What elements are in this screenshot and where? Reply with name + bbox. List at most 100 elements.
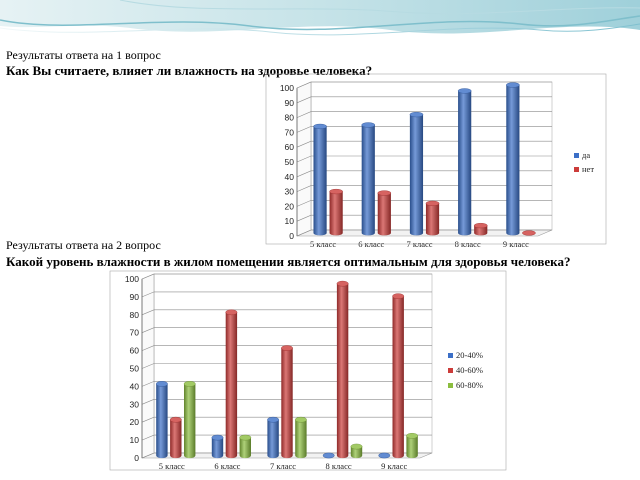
chart2-bar-2-1 <box>169 416 182 459</box>
chart1-bar-body <box>474 225 488 236</box>
chart1-bar-cap <box>522 230 536 236</box>
chart2-bar-body <box>225 312 238 459</box>
chart1-y-tick-label: 70 <box>285 127 295 137</box>
chart2-bar-body <box>281 348 293 459</box>
chart2-bar-body <box>184 383 196 459</box>
chart1-legend-swatch <box>574 153 579 158</box>
chart1-y-tick-label: 30 <box>285 187 295 197</box>
chart2-bar-3-1 <box>183 381 196 459</box>
chart2-y-tick-label: 30 <box>130 399 140 409</box>
chart1-bar-2-4 <box>473 223 488 236</box>
chart2-bar-2-5 <box>392 293 405 459</box>
chart1-y-tick-label: 0 <box>289 231 294 241</box>
chart2-bar-1-2 <box>211 434 224 459</box>
chart2-bar-body <box>336 283 349 459</box>
chart2-bar-cap <box>322 452 335 459</box>
chart2-x-tick-label: 5 класс <box>159 461 185 471</box>
chart2-legend-label: 40-60% <box>456 365 483 375</box>
chart1-gridline <box>296 155 552 163</box>
chart1-gridline <box>296 214 552 222</box>
chart2-y-tick-label: 40 <box>130 381 140 391</box>
chart1-bar-cap <box>377 190 392 196</box>
chart1-bar-body <box>377 193 391 236</box>
chart2-bar-cap <box>295 416 307 423</box>
chart1-legend-label: нет <box>582 164 594 174</box>
chart1-bar-2-5 <box>522 230 536 236</box>
chart1-bar-cap <box>457 88 472 94</box>
chart1-y-tick-label: 40 <box>285 172 295 182</box>
chart2-bar-cap <box>281 345 293 351</box>
chart2-x-tick-label: 8 класс <box>326 461 352 471</box>
chart1-gridline <box>296 96 552 104</box>
chart1-frame <box>265 73 607 245</box>
chart1-bar-cap <box>506 82 520 88</box>
chart1-legend-label: да <box>582 150 590 160</box>
chart2-y-tick-label: 100 <box>125 274 139 284</box>
chart1-gridline <box>296 140 552 148</box>
chart1-gridline <box>296 185 552 192</box>
chart2-x-tick-label: 6 класс <box>214 461 240 471</box>
chart2-bar-cap <box>225 309 238 316</box>
chart2-bar-1-4 <box>322 452 335 459</box>
chart2-bar-body <box>295 419 307 459</box>
chart1-y-tick-label: 80 <box>285 113 295 123</box>
chart1-gridline <box>296 170 552 178</box>
chart1-y-tick-label: 10 <box>285 216 295 226</box>
chart2-y-tick-label: 50 <box>130 364 140 374</box>
chart2-bar-cap <box>267 416 279 423</box>
question-2-caption: Результаты ответа на 2 вопрос <box>6 238 161 252</box>
chart2-bar-cap <box>406 433 418 439</box>
chart1-bar-1-3 <box>409 111 424 236</box>
chart2-bar-body <box>239 437 251 459</box>
chart1-y-tick-label: 90 <box>285 98 295 108</box>
chart1-y-tick-label: 50 <box>285 157 295 167</box>
chart1-gridline <box>296 229 552 237</box>
chart2-bar-1-1 <box>156 381 168 459</box>
chart1-bar-body <box>506 85 520 236</box>
chart2-bar-body <box>350 446 363 459</box>
chart2-bar-3-3 <box>295 416 307 459</box>
chart2-y-tick-label: 0 <box>134 453 139 463</box>
chart1-legend-swatch <box>574 167 579 172</box>
chart2-legend-swatch <box>448 383 453 388</box>
chart2-legend-label: 20-40% <box>456 350 483 360</box>
chart1-y-tick-label: 100 <box>280 83 294 93</box>
chart2-y-tick-label: 20 <box>130 417 140 427</box>
chart2-bar-body <box>156 383 168 459</box>
chart1-gridline <box>296 111 552 118</box>
chart2-y-tick-label: 90 <box>130 292 140 302</box>
chart2-gridline <box>141 273 432 280</box>
question-1-caption: Результаты ответа на 1 вопрос <box>6 48 161 62</box>
chart2-bar-cap <box>336 280 349 287</box>
chart2-bar-1-5 <box>378 452 391 459</box>
header-wave-decoration <box>0 0 640 48</box>
chart2-bar-3-2 <box>239 434 252 459</box>
chart2-bar-body <box>211 437 224 459</box>
chart1-bar-body <box>329 191 343 236</box>
chart2-bar-2-2 <box>225 309 238 459</box>
chart1-bar-1-4 <box>457 88 472 236</box>
chart2-legend-swatch <box>448 353 453 358</box>
chart2-bar-2-4 <box>336 280 349 459</box>
chart2-bar-cap <box>211 434 224 441</box>
chart2-bar-cap <box>239 434 252 441</box>
chart2-bar-body <box>406 435 418 459</box>
chart2-bar-cap <box>156 381 168 387</box>
chart2-bar-1-3 <box>267 416 279 459</box>
chart2-bar-2-3 <box>281 345 293 459</box>
chart1-bar-body <box>458 90 472 236</box>
chart2-x-tick-label: 9 класс <box>381 461 407 471</box>
chart2-bar-cap <box>350 443 363 450</box>
chart2-bar-cap <box>183 381 196 387</box>
chart1-bar-cap <box>329 188 343 195</box>
chart1-y-tick-label: 60 <box>285 142 295 152</box>
chart1-bar-2-2 <box>377 190 392 236</box>
chart2-y-tick-label: 80 <box>130 310 140 320</box>
chart1-bar-cap <box>425 200 440 207</box>
chart1-bar-body <box>409 114 424 236</box>
chart2-bar-cap <box>392 293 405 299</box>
chart1-gridline <box>296 200 552 207</box>
question-2-text: Какой уровень влажности в жилом помещени… <box>6 254 571 269</box>
